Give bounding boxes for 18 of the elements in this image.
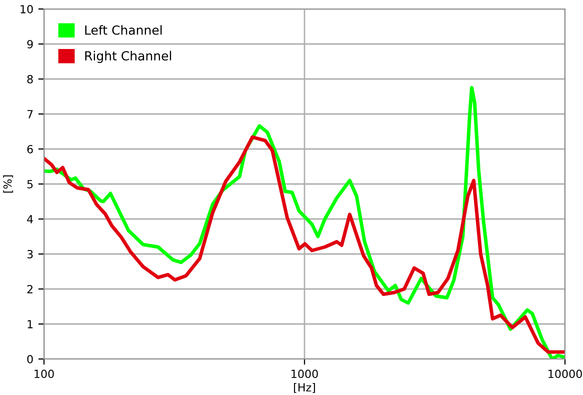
y-tick-label: 6 — [27, 144, 33, 154]
x-tick-label: 10000 — [548, 370, 582, 378]
y-tick-label: 3 — [27, 250, 33, 258]
y-tick-label: 4 — [27, 215, 33, 224]
x-axis-title: [Hz] — [294, 382, 315, 393]
y-tick-label: 9 — [27, 40, 33, 48]
legend-label: Left Channel — [85, 25, 162, 35]
y-tick-label: 2 — [27, 284, 32, 294]
y-tick-label: 0 — [27, 354, 33, 364]
y-tick-label: 1 — [28, 320, 33, 328]
y-tick-label: 10 — [20, 4, 33, 14]
y-tick-label: 7 — [27, 110, 33, 118]
x-tick-label: 1000 — [292, 370, 318, 378]
y-axis-title: [%] — [3, 175, 14, 193]
x-tick-label: 100 — [34, 370, 54, 378]
y-tick-label: 8 — [27, 74, 33, 84]
y-tick-label: 5 — [27, 180, 33, 188]
legend-label: Right Channel — [85, 50, 172, 63]
